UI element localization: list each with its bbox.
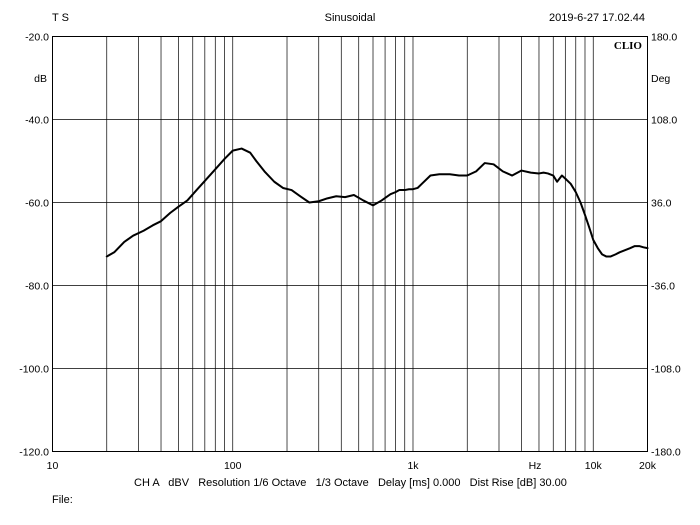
footer-file-label: File: bbox=[52, 494, 73, 506]
x-gridlines bbox=[106, 36, 594, 452]
y-gridlines bbox=[52, 119, 648, 369]
y-axis-label: dB bbox=[34, 73, 47, 85]
y-tick-label: -20.0 bbox=[25, 32, 49, 44]
x-unit-label: Hz bbox=[529, 460, 542, 472]
header-right-text: 2019-6-27 17.02.44 bbox=[549, 12, 645, 24]
y2-tick-label: 36.0 bbox=[651, 198, 672, 210]
y2-tick-label: -108.0 bbox=[651, 364, 681, 376]
header-left-text: T S bbox=[52, 12, 69, 24]
y2-tick-label: 108.0 bbox=[651, 115, 677, 127]
y-tick-label: -40.0 bbox=[25, 115, 49, 127]
y-tick-label: -120.0 bbox=[19, 447, 49, 459]
y2-tick-label: 180.0 bbox=[651, 32, 677, 44]
header-center-text: Sinusoidal bbox=[325, 12, 376, 24]
x-tick-label: 10k bbox=[585, 460, 603, 472]
brand-logo-text: CLIO bbox=[614, 40, 643, 52]
y2-axis-label: Deg bbox=[651, 73, 670, 85]
x-tick-labels: 10 100 1k 10k 20k bbox=[47, 460, 657, 472]
x-tick-label: 20k bbox=[639, 460, 657, 472]
brand-label-bg bbox=[604, 38, 645, 52]
x-tick-label: 1k bbox=[407, 460, 419, 472]
y-tick-label: -100.0 bbox=[19, 364, 49, 376]
y-tick-label: -60.0 bbox=[25, 198, 49, 210]
series-group bbox=[105, 147, 649, 258]
y2-tick-label: -36.0 bbox=[651, 281, 675, 293]
x-tick-label: 10 bbox=[47, 460, 59, 472]
plot-frame bbox=[52, 36, 648, 452]
y-tick-labels: -20.0 -40.0 -60.0 -80.0 -100.0 -120.0 bbox=[19, 32, 49, 459]
y-tick-label: -80.0 bbox=[25, 281, 49, 293]
series-line bbox=[105, 147, 649, 258]
x-tick-label: 100 bbox=[224, 460, 242, 472]
y2-tick-label: -180.0 bbox=[651, 447, 681, 459]
footer-settings-text: CH A dBV Resolution 1/6 Octave 1/3 Octav… bbox=[134, 477, 567, 489]
y2-tick-labels: 180.0 108.0 36.0 -36.0 -108.0 -180.0 bbox=[651, 32, 681, 459]
